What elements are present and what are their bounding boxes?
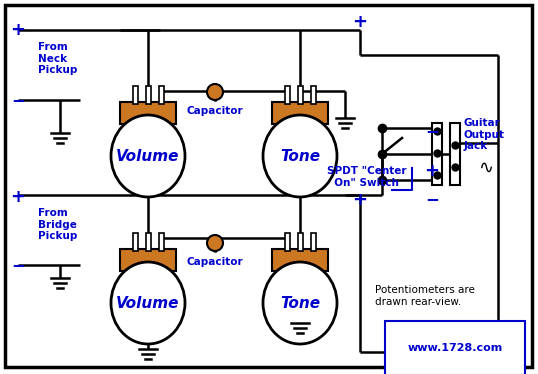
Bar xyxy=(310,86,315,104)
Ellipse shape xyxy=(111,115,185,197)
Text: Capacitor: Capacitor xyxy=(187,257,243,267)
Text: Volume: Volume xyxy=(116,295,180,310)
Text: +: + xyxy=(352,13,367,31)
Text: +: + xyxy=(11,188,25,206)
Bar xyxy=(159,233,164,251)
Bar xyxy=(285,86,289,104)
Text: +: + xyxy=(424,162,440,180)
Bar xyxy=(298,86,302,104)
Text: ∿: ∿ xyxy=(478,159,493,177)
Text: −: − xyxy=(425,190,439,208)
Bar xyxy=(310,233,315,251)
Text: −: − xyxy=(11,91,25,109)
Text: Potentiometers are
drawn rear-view.: Potentiometers are drawn rear-view. xyxy=(375,285,475,307)
Bar xyxy=(272,102,328,124)
Bar xyxy=(432,123,442,185)
Bar xyxy=(132,233,138,251)
Bar xyxy=(145,86,151,104)
Text: Tone: Tone xyxy=(280,295,320,310)
Bar xyxy=(132,86,138,104)
Ellipse shape xyxy=(263,262,337,344)
Bar xyxy=(298,233,302,251)
Text: From
Bridge
Pickup: From Bridge Pickup xyxy=(38,208,77,241)
Text: −: − xyxy=(11,256,25,274)
Text: −: − xyxy=(425,122,439,140)
Ellipse shape xyxy=(111,262,185,344)
Bar xyxy=(272,249,328,271)
Bar xyxy=(145,233,151,251)
Bar xyxy=(120,249,176,271)
Text: From
Neck
Pickup: From Neck Pickup xyxy=(38,42,77,75)
Text: Capacitor: Capacitor xyxy=(187,106,243,116)
Text: Guitar
Output
Jack: Guitar Output Jack xyxy=(464,118,505,151)
Text: SPDT "Center
  On" Switch: SPDT "Center On" Switch xyxy=(327,166,407,188)
Text: Tone: Tone xyxy=(280,148,320,163)
Text: www.1728.com: www.1728.com xyxy=(407,343,502,353)
Bar xyxy=(120,102,176,124)
Text: +: + xyxy=(352,191,367,209)
Bar xyxy=(159,86,164,104)
Ellipse shape xyxy=(263,115,337,197)
Bar xyxy=(450,123,460,185)
Circle shape xyxy=(207,84,223,100)
Bar xyxy=(285,233,289,251)
Text: +: + xyxy=(11,21,25,39)
Text: Volume: Volume xyxy=(116,148,180,163)
Circle shape xyxy=(207,235,223,251)
